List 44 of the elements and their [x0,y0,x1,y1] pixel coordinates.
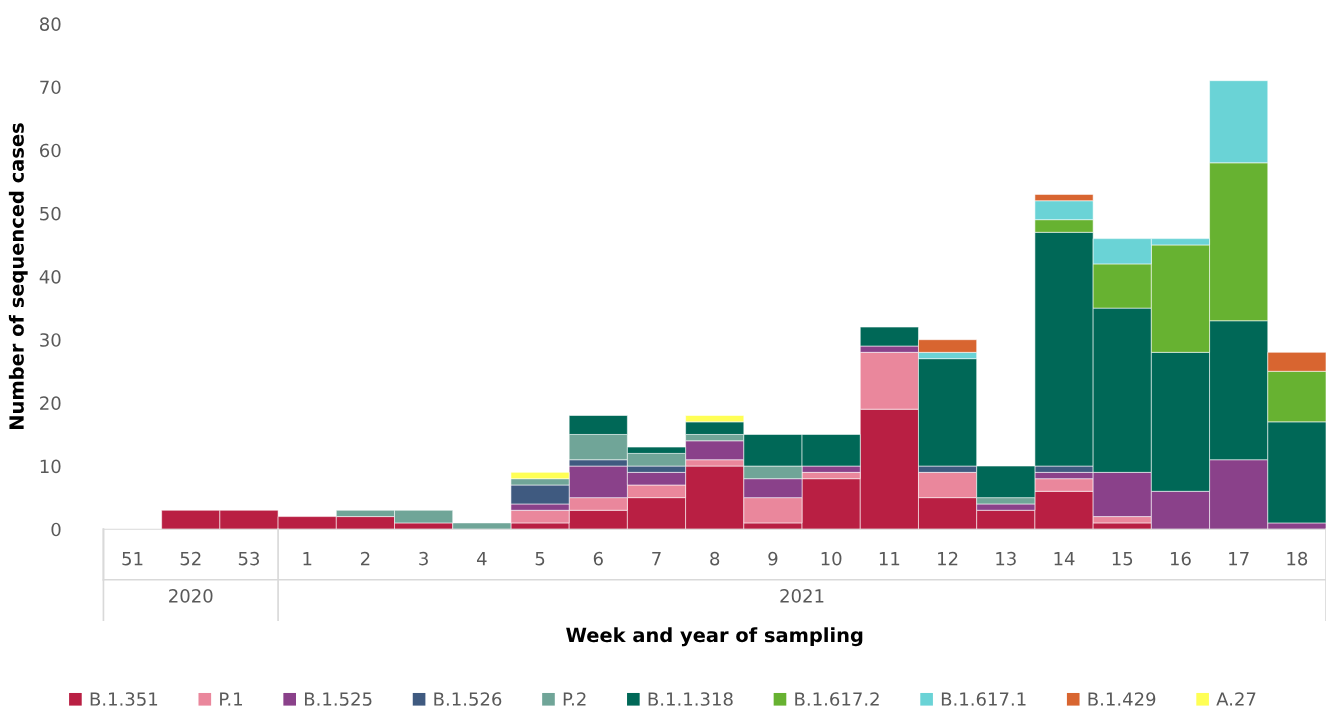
x-tick-label: 13 [996,551,1016,566]
x-tick-label: 11 [879,552,900,566]
x-tick-label: 1 [303,552,312,566]
legend-label: A.27 [1216,692,1256,706]
x-tick-label: 8 [710,551,720,566]
legend-label: B.1.351 [90,692,158,706]
x-tick-label: 51 [122,552,143,566]
y-tick-label: 80 [40,17,61,31]
y-axis-title: Number of sequenced cases [8,123,28,429]
legend-label: B.1.1.318 [648,692,733,706]
x-tick-label: 2 [360,551,370,566]
y-tick-label: 10 [40,459,61,474]
x-tick-label: 6 [593,551,603,566]
legend-label: B.1.617.1 [941,692,1026,706]
text: 2020 [169,589,213,603]
x-tick-label: 5 [535,552,545,566]
legend-label: B.1.526 [434,692,502,706]
y-tick-label: 70 [40,80,61,95]
y-tick-label: 30 [40,333,61,347]
text: 2021 [780,589,824,603]
y-tick-label: 60 [40,143,61,158]
legend-label: B.1.525 [304,692,372,706]
legend-label: P.1 [220,692,242,706]
x-tick-label: 14 [1054,552,1075,566]
legend-label: B.1.429 [1088,692,1156,706]
legend-label: P.2 [563,692,586,706]
x-tick-label: 12 [938,551,958,566]
y-tick-label: 40 [39,269,61,284]
x-tick-label: 18 [1287,551,1308,566]
x-tick-label: 53 [238,551,260,566]
x-tick-label: 7 [652,552,661,566]
legend-label: B.1.617.2 [795,692,879,706]
x-tick-label: 52 [180,551,201,566]
y-tick-label: 20 [40,396,61,410]
y-tick-label: 50 [40,206,61,221]
x-tick-label: 3 [419,551,428,566]
x-tick-label: 17 [1229,552,1249,566]
x-tick-label: 4 [476,552,487,566]
x-tick-label: 9 [768,551,778,566]
x-tick-label: 15 [1112,552,1133,566]
x-tick-label: 10 [821,551,842,566]
x-tick-label: 16 [1170,551,1191,566]
y-tick-label: 0 [51,522,61,537]
x-axis-title: Week and year of sampling [566,627,863,647]
